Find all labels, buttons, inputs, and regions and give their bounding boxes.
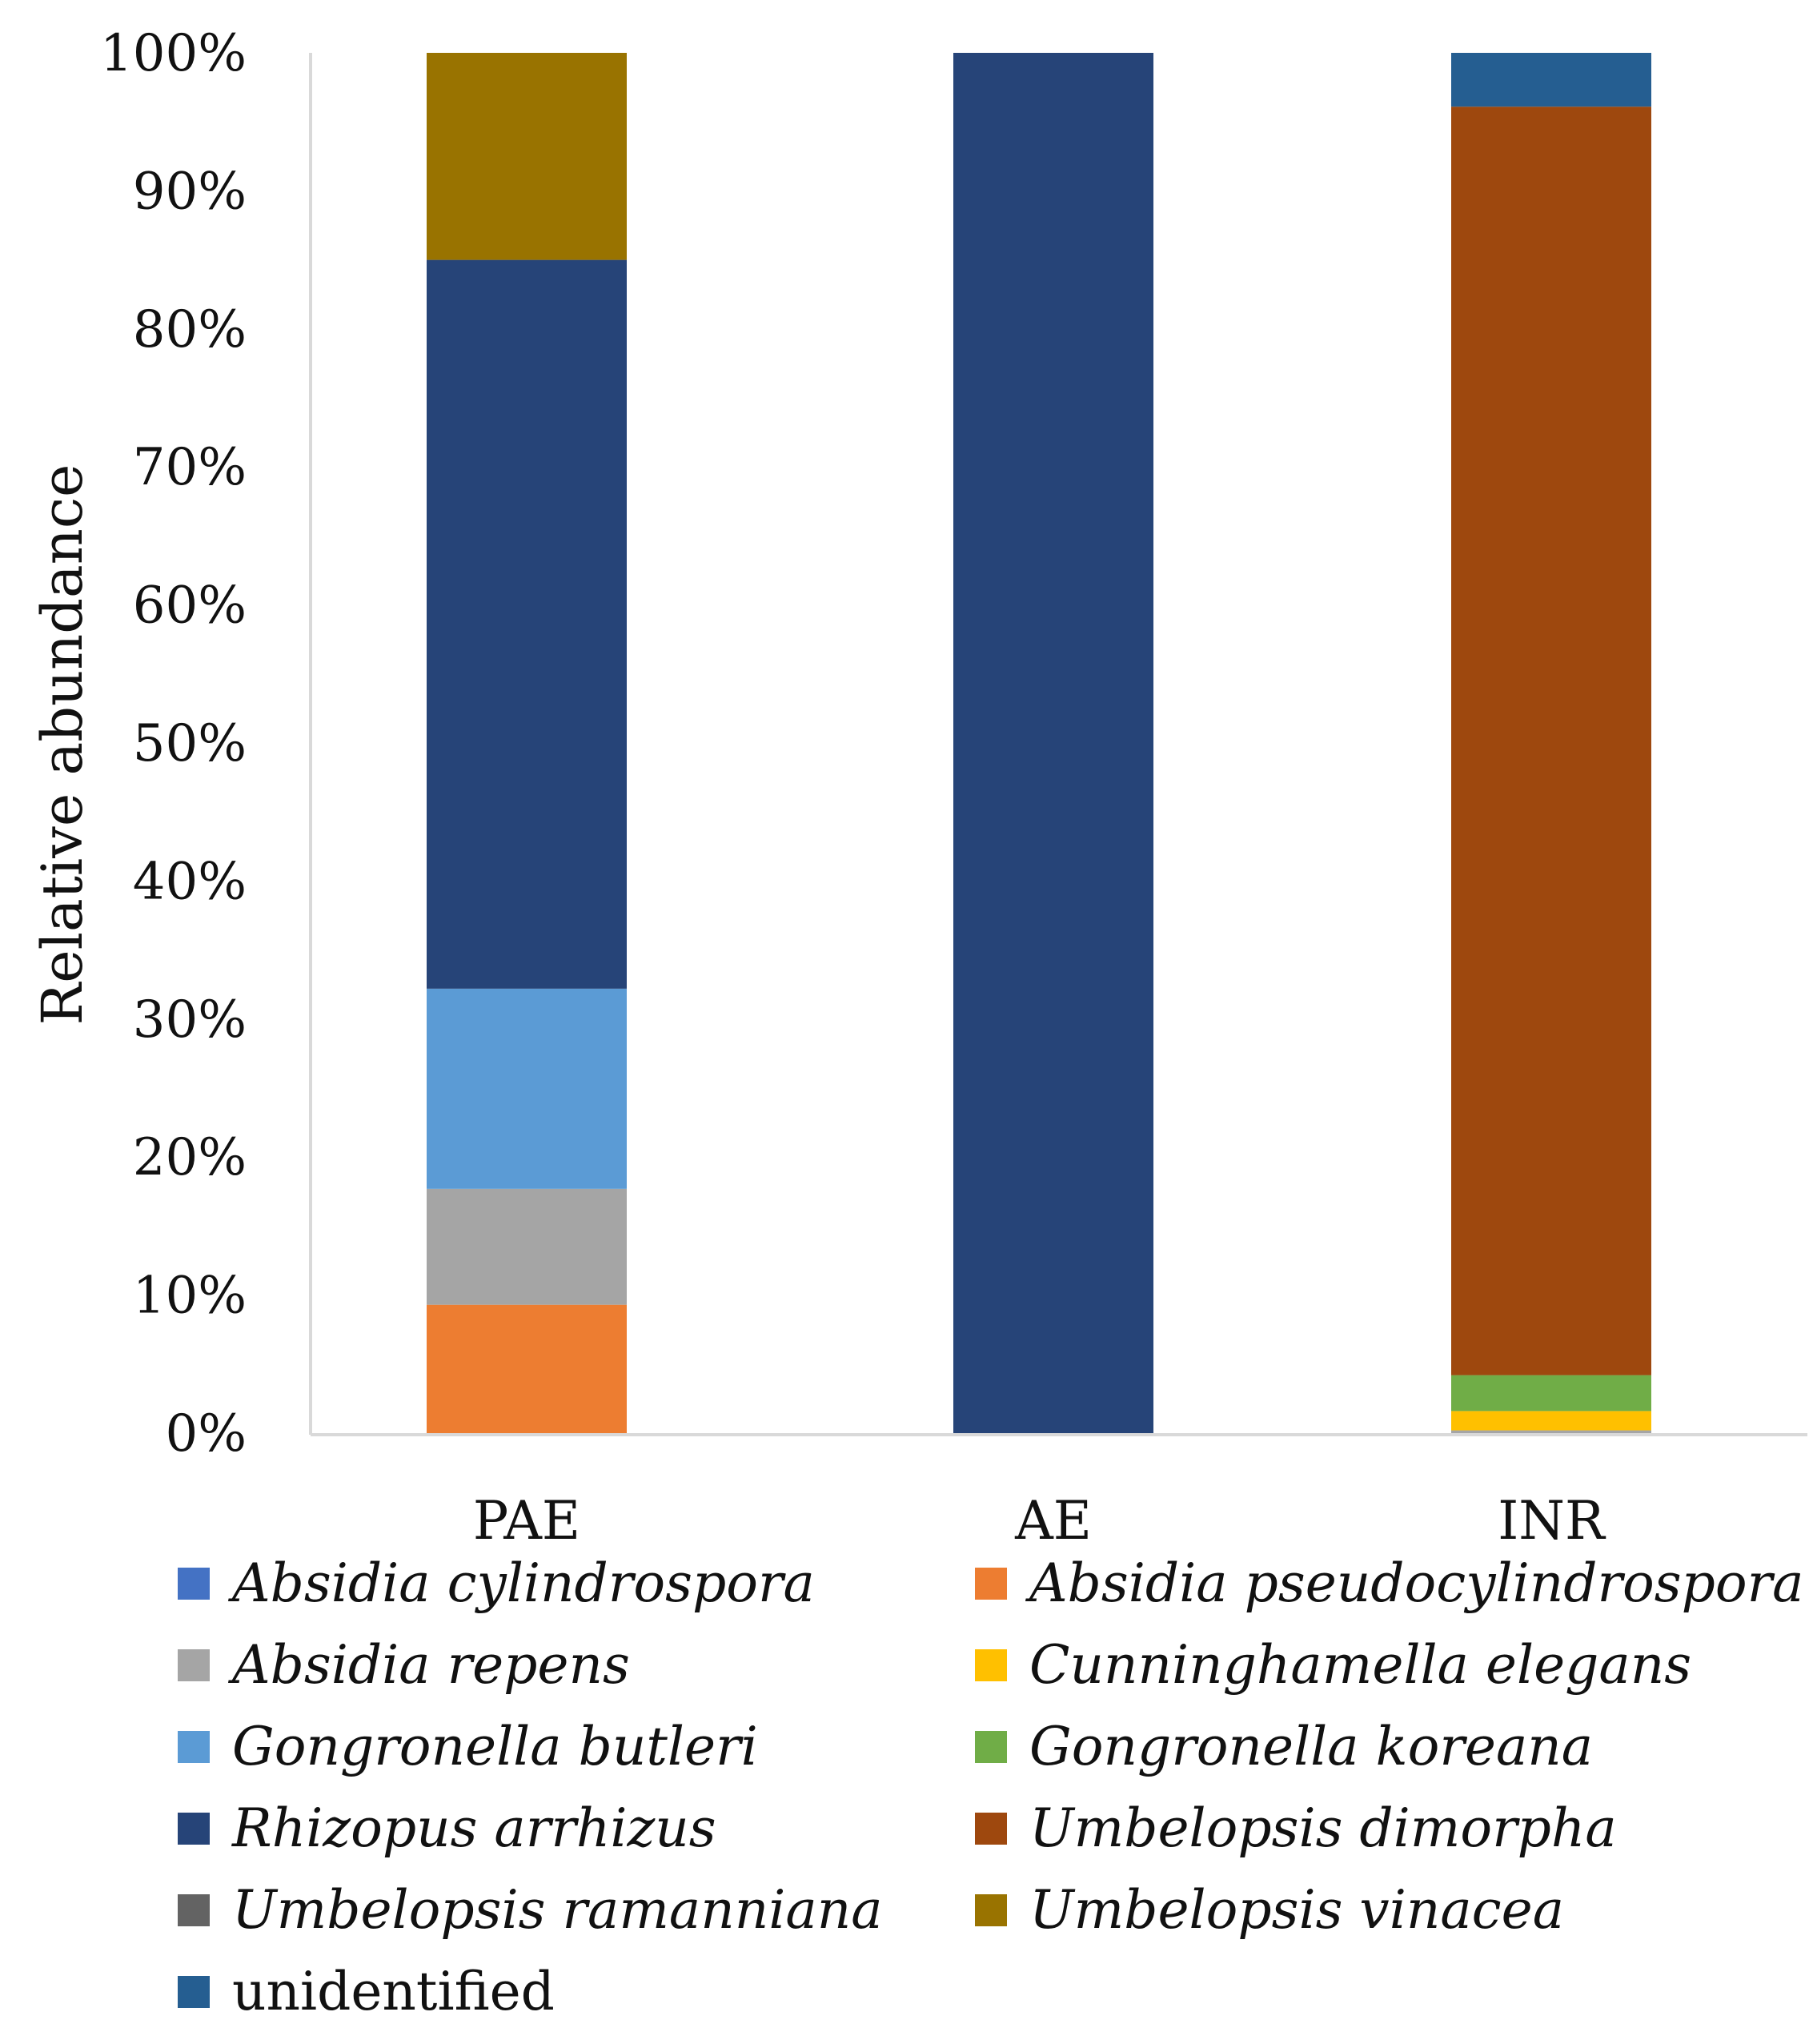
legend-swatch <box>975 1649 1007 1681</box>
legend-label: Gongronella butleri <box>232 1716 758 1777</box>
y-tick-label: 100% <box>100 24 247 83</box>
legend-label: Gongronella koreana <box>1029 1716 1593 1777</box>
bar-segment-inr-3 <box>1451 1411 1651 1431</box>
legend-swatch <box>178 1731 210 1763</box>
bar-segment-ae-6 <box>953 53 1153 1433</box>
y-tick-label: 0% <box>165 1404 247 1464</box>
bars-layer <box>427 53 1651 1433</box>
bar-segment-pae-1 <box>427 1304 627 1433</box>
y-tick-label: 10% <box>133 1267 247 1326</box>
bar-segment-pae-9 <box>427 53 627 260</box>
y-tick-label: 40% <box>133 852 247 911</box>
y-tick-label: 30% <box>133 990 247 1050</box>
bar-segment-inr-10 <box>1451 53 1651 107</box>
legend-label: Umbelopsis ramanniana <box>232 1879 883 1941</box>
legend-swatch <box>178 1568 210 1600</box>
legend-swatch <box>178 1976 210 2008</box>
x-category-label: PAE <box>473 1490 580 1552</box>
legend-swatch <box>975 1813 1007 1845</box>
y-tick-label: 60% <box>133 576 247 636</box>
y-tick-label: 90% <box>133 162 247 221</box>
legend-label: Cunninghamella elegans <box>1029 1634 1691 1696</box>
bar-segment-inr-7 <box>1451 106 1651 1375</box>
legend-swatch <box>178 1649 210 1681</box>
bar-segment-pae-4 <box>427 988 627 1189</box>
legend-swatch <box>178 1813 210 1845</box>
legend-swatch <box>975 1568 1007 1600</box>
bar-segment-pae-2 <box>427 1188 627 1305</box>
y-tick-labels: 0% 10% 20% 30% 40% 50% 60% 70% 80% 90% 100% <box>100 24 247 1464</box>
y-axis-title: Relative abundance <box>30 464 95 1026</box>
bar-segment-inr-2 <box>1451 1430 1651 1433</box>
x-category-label: INR <box>1498 1490 1606 1552</box>
legend-label: Rhizopus arrhizus <box>231 1797 716 1859</box>
y-tick-label: 70% <box>133 438 247 497</box>
legend-label: Umbelopsis vinacea <box>1029 1879 1564 1941</box>
legend-label: Absidia cylindrospora <box>227 1552 815 1614</box>
x-category-label: AE <box>1014 1490 1092 1552</box>
bar-segment-pae-6 <box>427 259 627 989</box>
y-tick-label: 20% <box>133 1128 247 1187</box>
y-tick-label: 50% <box>133 714 247 773</box>
legend-swatch <box>975 1894 1007 1926</box>
legend-label: Absidia pseudocylindrospora <box>1025 1552 1804 1614</box>
bar-segment-inr-5 <box>1451 1375 1651 1412</box>
legend-swatch <box>178 1894 210 1926</box>
legend-label: Umbelopsis dimorpha <box>1029 1797 1617 1859</box>
axes-layer <box>309 53 1807 1436</box>
legend-label: Absidia repens <box>227 1634 630 1696</box>
legend-swatch <box>975 1731 1007 1763</box>
legend-label: unidentified <box>232 1961 555 2022</box>
legend: Absidia cylindrospora Absidia pseudocylin… <box>178 1552 1804 2022</box>
category-labels: PAE AE INR <box>473 1490 1606 1552</box>
y-tick-label: 80% <box>133 300 247 359</box>
